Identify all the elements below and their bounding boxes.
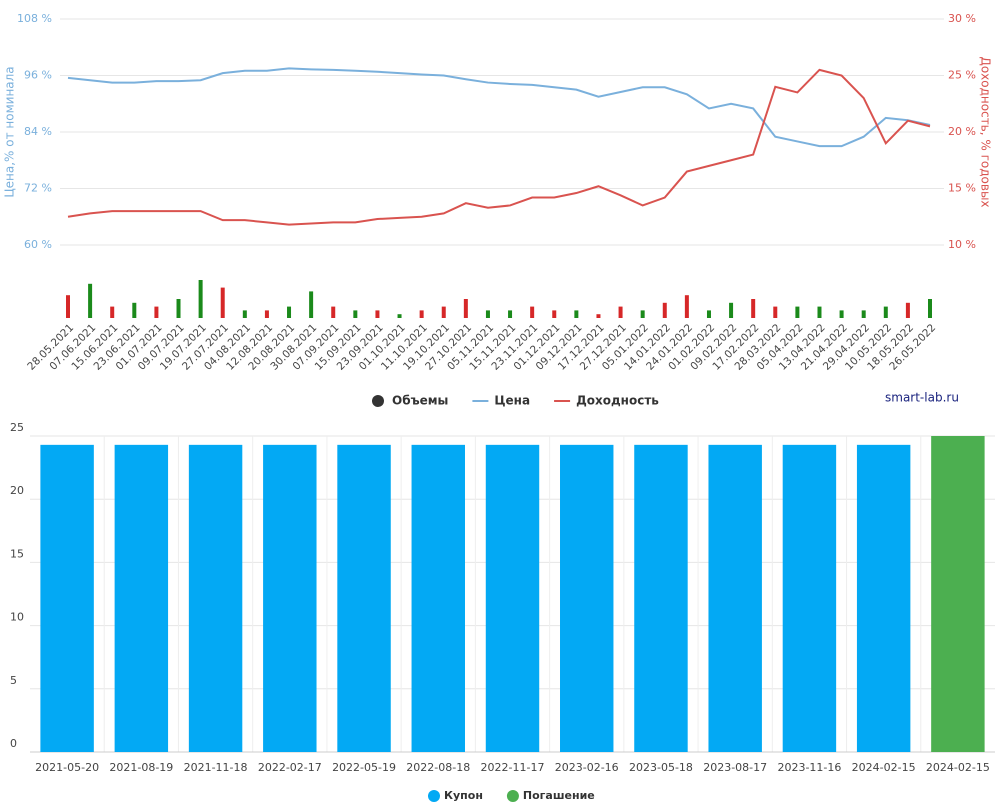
- bar: [560, 444, 614, 752]
- y-tick-label: 72 %: [24, 182, 52, 195]
- volume-bar: [729, 302, 734, 318]
- volume-bar: [773, 306, 778, 318]
- y-tick-label: 20: [10, 484, 24, 497]
- x-tick-label: 2023-08-17: [703, 761, 767, 774]
- bar: [263, 444, 317, 752]
- volume-bar: [751, 299, 756, 318]
- volume-bar: [132, 302, 137, 318]
- volume-bar: [905, 302, 910, 318]
- watermark: smart-lab.ru: [885, 391, 959, 405]
- y2-tick-label: 20 %: [948, 125, 976, 138]
- volume-bar: [684, 295, 689, 318]
- x-tick-label: 2022-08-18: [406, 761, 470, 774]
- volume-bar: [596, 314, 601, 318]
- bar: [40, 444, 94, 752]
- volume-bar: [331, 306, 336, 318]
- x-tick-label: 2021-08-19: [109, 761, 173, 774]
- volume-bar: [441, 306, 446, 318]
- volume-bar: [883, 306, 888, 318]
- x-tick-label: 2022-02-17: [258, 761, 322, 774]
- volume-bar: [795, 306, 800, 318]
- x-tick-label: 2021-05-20: [35, 761, 99, 774]
- volume-bar: [861, 310, 866, 318]
- bar: [782, 444, 837, 752]
- volume-bar: [662, 302, 667, 318]
- line-series: [67, 67, 931, 148]
- legend-label: Доходность: [576, 394, 659, 408]
- y-tick-label: 96 %: [24, 69, 52, 82]
- x-tick-label: 2024-02-15: [852, 761, 916, 774]
- legend-marker: [428, 790, 440, 802]
- volume-bar: [353, 310, 358, 318]
- y-tick-label: 25: [10, 421, 24, 434]
- volume-bar: [839, 310, 844, 318]
- legend-label: Цена: [494, 394, 530, 408]
- volume-bar: [176, 299, 181, 318]
- volume-bar: [485, 310, 490, 318]
- y-axis-title: Цена,% от номинала: [3, 66, 17, 197]
- y-tick-label: 0: [10, 737, 17, 750]
- y2-tick-label: 10 %: [948, 238, 976, 251]
- volume-bar: [309, 291, 314, 318]
- volume-bar: [242, 310, 247, 318]
- volume-bar: [419, 310, 424, 318]
- bar: [485, 444, 540, 752]
- volume-bar: [110, 306, 115, 318]
- bar: [931, 436, 985, 752]
- volume-bar: [640, 310, 645, 318]
- x-tick-label: 2024-02-15: [926, 761, 990, 774]
- legend-label: Объемы: [392, 394, 448, 408]
- bar: [114, 444, 169, 752]
- y2-axis-title: Доходность, % годовых: [979, 56, 993, 207]
- x-tick-label: 2023-02-16: [555, 761, 619, 774]
- y2-tick-label: 15 %: [948, 182, 976, 195]
- legend-label: Погашение: [523, 789, 595, 802]
- x-tick-label: 2023-11-16: [777, 761, 841, 774]
- volume-bar: [508, 310, 513, 318]
- volume-bar: [287, 306, 292, 318]
- volume-bar: [552, 310, 557, 318]
- legend-label: Купон: [444, 789, 483, 802]
- volume-bar: [220, 287, 225, 318]
- y-tick-label: 5: [10, 674, 17, 687]
- volume-bar: [574, 310, 579, 318]
- volume-bar: [928, 299, 932, 318]
- bar: [708, 444, 762, 752]
- volume-bar: [397, 314, 402, 318]
- volume-bar: [817, 306, 822, 318]
- y2-tick-label: 30 %: [948, 12, 976, 25]
- legend-marker: [506, 790, 519, 802]
- y-tick-label: 10: [10, 611, 24, 624]
- volume-bar: [66, 295, 70, 318]
- volume-bar: [198, 280, 203, 318]
- y-tick-label: 60 %: [24, 238, 52, 251]
- x-tick-label: 2021-11-18: [184, 761, 248, 774]
- line-series: [67, 68, 931, 226]
- y2-tick-label: 25 %: [948, 69, 976, 82]
- x-tick-label: 2022-11-17: [481, 761, 545, 774]
- volume-bar: [154, 306, 159, 318]
- bar: [188, 444, 243, 752]
- y-tick-label: 108 %: [17, 12, 52, 25]
- volume-bar: [618, 306, 623, 318]
- x-tick-label: 2023-05-18: [629, 761, 693, 774]
- y-tick-label: 84 %: [24, 125, 52, 138]
- x-tick-label: 2022-05-19: [332, 761, 396, 774]
- volume-bar: [530, 306, 535, 318]
- volume-bar: [463, 299, 468, 318]
- volume-bar: [706, 310, 711, 318]
- y-tick-label: 15: [10, 547, 24, 560]
- bar: [337, 444, 391, 752]
- volume-bar: [264, 310, 269, 318]
- volume-bar: [88, 283, 93, 318]
- volume-bar: [375, 310, 380, 318]
- bar: [634, 444, 688, 752]
- legend-marker: [372, 395, 384, 407]
- bar: [411, 444, 465, 752]
- bar: [856, 444, 911, 752]
